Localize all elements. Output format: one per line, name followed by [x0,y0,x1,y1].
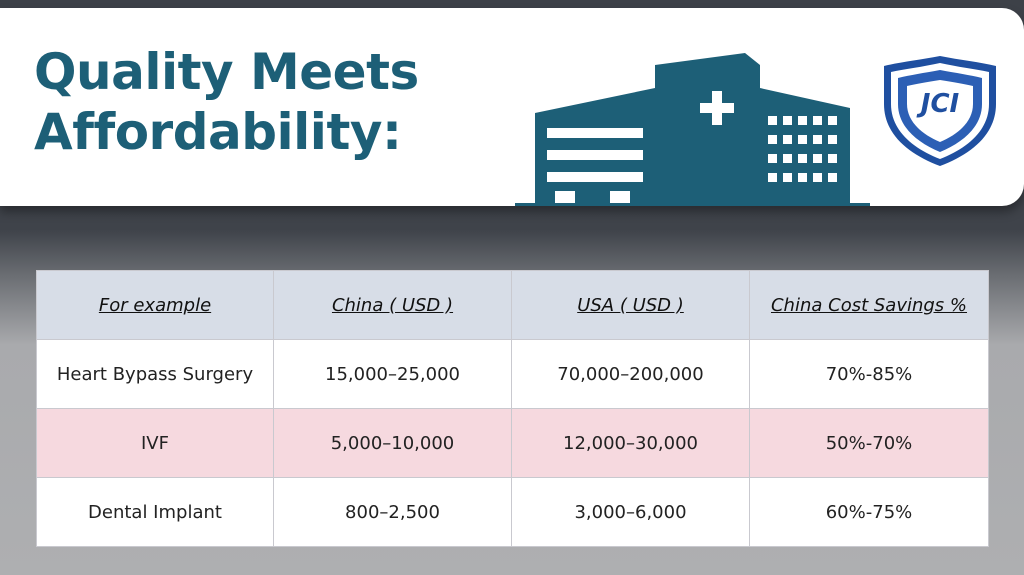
header-cell: China Cost Savings % [749,270,989,340]
header-cell: USA ( USD ) [511,270,750,340]
table-cell: 800–2,500 [273,477,512,547]
table-cell: 5,000–10,000 [273,408,512,478]
table-cell: 3,000–6,000 [511,477,750,547]
table-cell: 70,000–200,000 [511,339,750,409]
table-cell: 50%-70% [749,408,989,478]
cost-comparison-table: For example China ( USD ) USA ( USD ) Ch… [36,270,989,547]
table-cell: 60%-75% [749,477,989,547]
table-cell: Heart Bypass Surgery [36,339,274,409]
table-cell: 12,000–30,000 [511,408,750,478]
table-cell: 70%-85% [749,339,989,409]
header-cell: China ( USD ) [273,270,512,340]
hospital-building-icon [515,53,870,206]
table-row: Dental Implant 800–2,500 3,000–6,000 60%… [36,477,989,547]
badge-label: JCI [916,89,960,119]
table-row: Heart Bypass Surgery 15,000–25,000 70,00… [36,339,989,409]
table-row: IVF 5,000–10,000 12,000–30,000 50%-70% [36,408,989,478]
table-header-row: For example China ( USD ) USA ( USD ) Ch… [36,270,989,340]
title-line-1: Quality Meets [34,43,419,101]
table-cell: Dental Implant [36,477,274,547]
title-line-2: Affordability: [34,103,402,161]
table-cell: IVF [36,408,274,478]
header-cell: For example [36,270,274,340]
jci-shield-badge-icon: JCI [884,56,996,166]
page-title: Quality Meets Affordability: [34,42,419,162]
header-banner: Quality Meets Affordability: J [0,8,1024,206]
table-cell: 15,000–25,000 [273,339,512,409]
